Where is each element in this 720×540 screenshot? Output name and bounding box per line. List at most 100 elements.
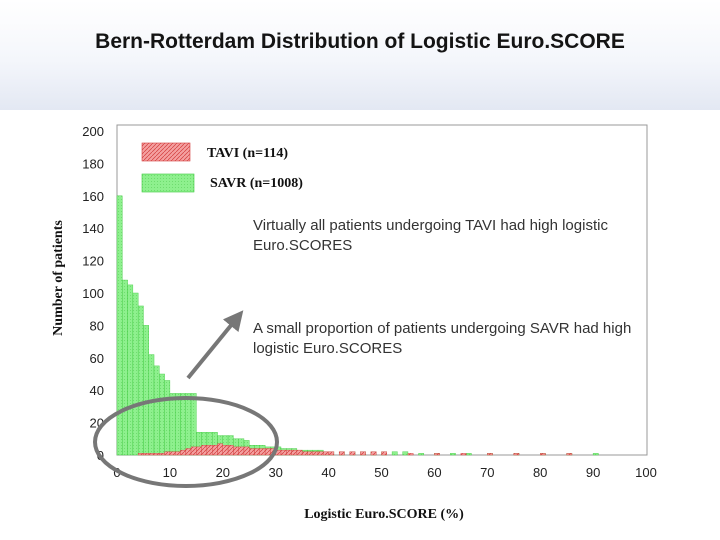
x-tick-labels: 0 10 20 30 40 50 60 70 80 90 100 (113, 465, 656, 480)
savr-bar (122, 279, 128, 456)
savr-callout: A small proportion of patients undergoin… (253, 320, 632, 357)
highlight-ellipse (93, 396, 279, 488)
y-tick-label: 200 (82, 124, 104, 139)
savr-bar (592, 453, 599, 456)
y-tick-label: 40 (90, 383, 104, 398)
tavi-bar (243, 446, 250, 456)
tavi-bar (280, 449, 287, 456)
tavi-bar (323, 451, 329, 456)
x-tick-label: 10 (163, 465, 177, 480)
savr-bar (148, 354, 155, 456)
savr-bar (143, 325, 149, 456)
tavi-bar (381, 451, 387, 456)
legend-swatch-tavi (141, 142, 191, 162)
tavi-bar (407, 453, 414, 456)
x-axis-title: Logistic Euro.SCORE (%) (304, 507, 464, 522)
savr-bar (159, 373, 165, 456)
x-tick-label: 60 (427, 465, 441, 480)
y-tick-label: 180 (82, 156, 104, 171)
tavi-bar (264, 448, 271, 456)
savr-bar (137, 305, 144, 456)
tavi-bar (190, 446, 197, 456)
tavi-bar (259, 448, 266, 456)
tavi-bar (434, 453, 440, 456)
tavi-bar (296, 449, 303, 456)
y-tick-label: 120 (82, 254, 104, 269)
tavi-bar (222, 445, 229, 456)
y-tick-label: 160 (82, 189, 104, 204)
tavi-bar (254, 448, 261, 456)
legend-swatch-savr (141, 173, 195, 193)
tavi-bar (206, 445, 213, 456)
tavi-bar (169, 451, 176, 456)
tavi-bar (196, 446, 202, 456)
slide-title: Bern-Rotterdam Distribution of Logistic … (95, 30, 625, 53)
tavi-bar (566, 453, 573, 456)
savr-bar (169, 393, 176, 456)
tavi-bar (307, 451, 313, 456)
tavi-bar (360, 451, 366, 456)
savr-bar (180, 393, 186, 456)
tavi-bar (185, 448, 192, 456)
tavi-bar (137, 453, 144, 456)
tavi-bar (540, 453, 546, 456)
tavi-bar (227, 445, 234, 456)
tavi-bar (328, 451, 335, 456)
savr-bar (164, 380, 171, 456)
savr-bar (185, 393, 192, 456)
tavi-bar (217, 443, 223, 456)
tavi-bar (349, 451, 356, 456)
tavi-bar (460, 453, 467, 456)
x-tick-label: 100 (635, 465, 657, 480)
savr-bar (465, 453, 472, 456)
savr-bar (174, 393, 181, 456)
x-tick-label: 70 (480, 465, 494, 480)
annotation-arrow (186, 310, 244, 380)
x-tick-label: 40 (321, 465, 335, 480)
x-tick-label: 90 (586, 465, 600, 480)
tavi-bar (312, 451, 319, 456)
legend-label-savr: SAVR (n=1008) (210, 176, 303, 191)
tavi-bar (233, 446, 239, 456)
savr-bar (391, 451, 398, 456)
savr-bar (190, 393, 197, 456)
y-axis-title: Number of patients (51, 220, 66, 336)
y-tick-label: 60 (90, 351, 104, 366)
tavi-bar (291, 449, 298, 456)
savr-bar (132, 292, 139, 456)
tavi-bar (143, 453, 149, 456)
y-tick-label: 80 (90, 318, 104, 333)
tavi-bar (487, 453, 493, 456)
x-tick-label: 80 (533, 465, 547, 480)
tavi-bar (180, 449, 186, 456)
savr-bar (450, 453, 456, 456)
y-tick-label: 100 (82, 286, 104, 301)
x-tick-label: 50 (374, 465, 388, 480)
tavi-bar (370, 451, 377, 456)
tavi-bar (153, 453, 160, 456)
tavi-bar (148, 453, 155, 456)
tavi-bars (137, 443, 573, 456)
tavi-bar (159, 453, 165, 456)
x-tick-label: 20 (216, 465, 230, 480)
tavi-bar (301, 451, 308, 456)
savr-bar (418, 453, 425, 456)
savr-bar (116, 195, 123, 456)
tavi-callout: Virtually all patients undergoing TAVI h… (253, 217, 608, 254)
savr-bar (402, 451, 409, 456)
tavi-bar (212, 445, 218, 456)
tavi-bar (317, 451, 324, 456)
slide-header (0, 0, 720, 110)
legend-label-tavi: TAVI (n=114) (207, 146, 288, 161)
tavi-bar (249, 448, 255, 456)
savr-bar (127, 284, 134, 456)
tavi-bar (174, 451, 181, 456)
tavi-bar (338, 451, 345, 456)
y-tick-label: 140 (82, 221, 104, 236)
x-tick-label: 30 (268, 465, 282, 480)
tavi-bar (164, 451, 171, 456)
savr-bar (153, 365, 160, 456)
tavi-bar (201, 445, 208, 456)
